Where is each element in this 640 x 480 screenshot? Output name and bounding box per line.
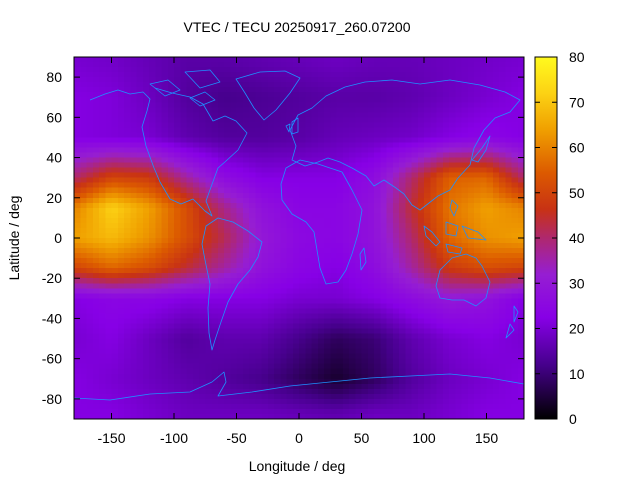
colorbar-tick-label: 20: [569, 321, 585, 337]
coastline-antarctica: [73, 371, 525, 401]
x-axis-label: Longitude / deg: [249, 458, 346, 474]
colorbar-tick-label: 10: [569, 366, 585, 382]
colorbar-ticks: 80 70 60 50 40 30 20 10 0: [535, 49, 585, 427]
y-tick-label: -60: [42, 351, 62, 367]
heatmap: [74, 57, 524, 419]
y-tick-label: 0: [54, 230, 62, 246]
x-tick-label: 0: [295, 430, 303, 446]
coastline-maritime-asia: [423, 199, 487, 255]
coastline-arctic-islands: [149, 69, 221, 107]
x-tick-label: 150: [475, 430, 499, 446]
colorbar-tick-label: 80: [569, 49, 585, 65]
coastline-eurasia: [289, 79, 521, 211]
colorbar-tick-label: 0: [569, 411, 577, 427]
coastline-overlay: [73, 69, 525, 401]
y-tick-label: -40: [42, 310, 62, 326]
x-axis: -150 -100 -50 0 50 100 150: [97, 57, 498, 446]
coastline-north-america: [89, 87, 248, 217]
x-tick-label: -100: [160, 430, 188, 446]
coastline-japan: [471, 135, 491, 163]
y-tick-label: 80: [46, 69, 62, 85]
x-tick-label: -50: [226, 430, 246, 446]
chart-title: VTEC / TECU 20250917_260.07200: [183, 19, 410, 35]
coastline-greenland: [235, 70, 301, 121]
vtec-heatmap-image: [74, 57, 524, 419]
y-tick-label: 20: [46, 190, 62, 206]
y-tick-label: -80: [42, 391, 62, 407]
coastline-british-isles: [285, 117, 299, 135]
coastline-south-america: [201, 217, 263, 351]
colorbar-tick-label: 70: [569, 94, 585, 110]
coastline-new-zealand: [505, 305, 519, 339]
y-tick-label: -20: [42, 270, 62, 286]
y-tick-label: 40: [46, 150, 62, 166]
colorbar-tick-label: 40: [569, 230, 585, 246]
colorbar-tick-label: 50: [569, 185, 585, 201]
x-tick-label: -150: [97, 430, 125, 446]
colorbar: 80 70 60 50 40 30 20 10 0: [534, 49, 585, 427]
colorbar-tick-label: 30: [569, 275, 585, 291]
x-tick-label: 50: [354, 430, 370, 446]
y-tick-label: 60: [46, 109, 62, 125]
colorbar-tick-label: 60: [569, 140, 585, 156]
coastline-africa: [280, 159, 363, 285]
y-axis: 80 60 40 20 0 -20 -40 -60 -80: [42, 69, 524, 407]
coastline-madagascar: [359, 247, 367, 271]
x-tick-label: 100: [412, 430, 436, 446]
y-axis-label: Latitude / deg: [6, 196, 22, 281]
coastline-australia: [435, 253, 491, 307]
